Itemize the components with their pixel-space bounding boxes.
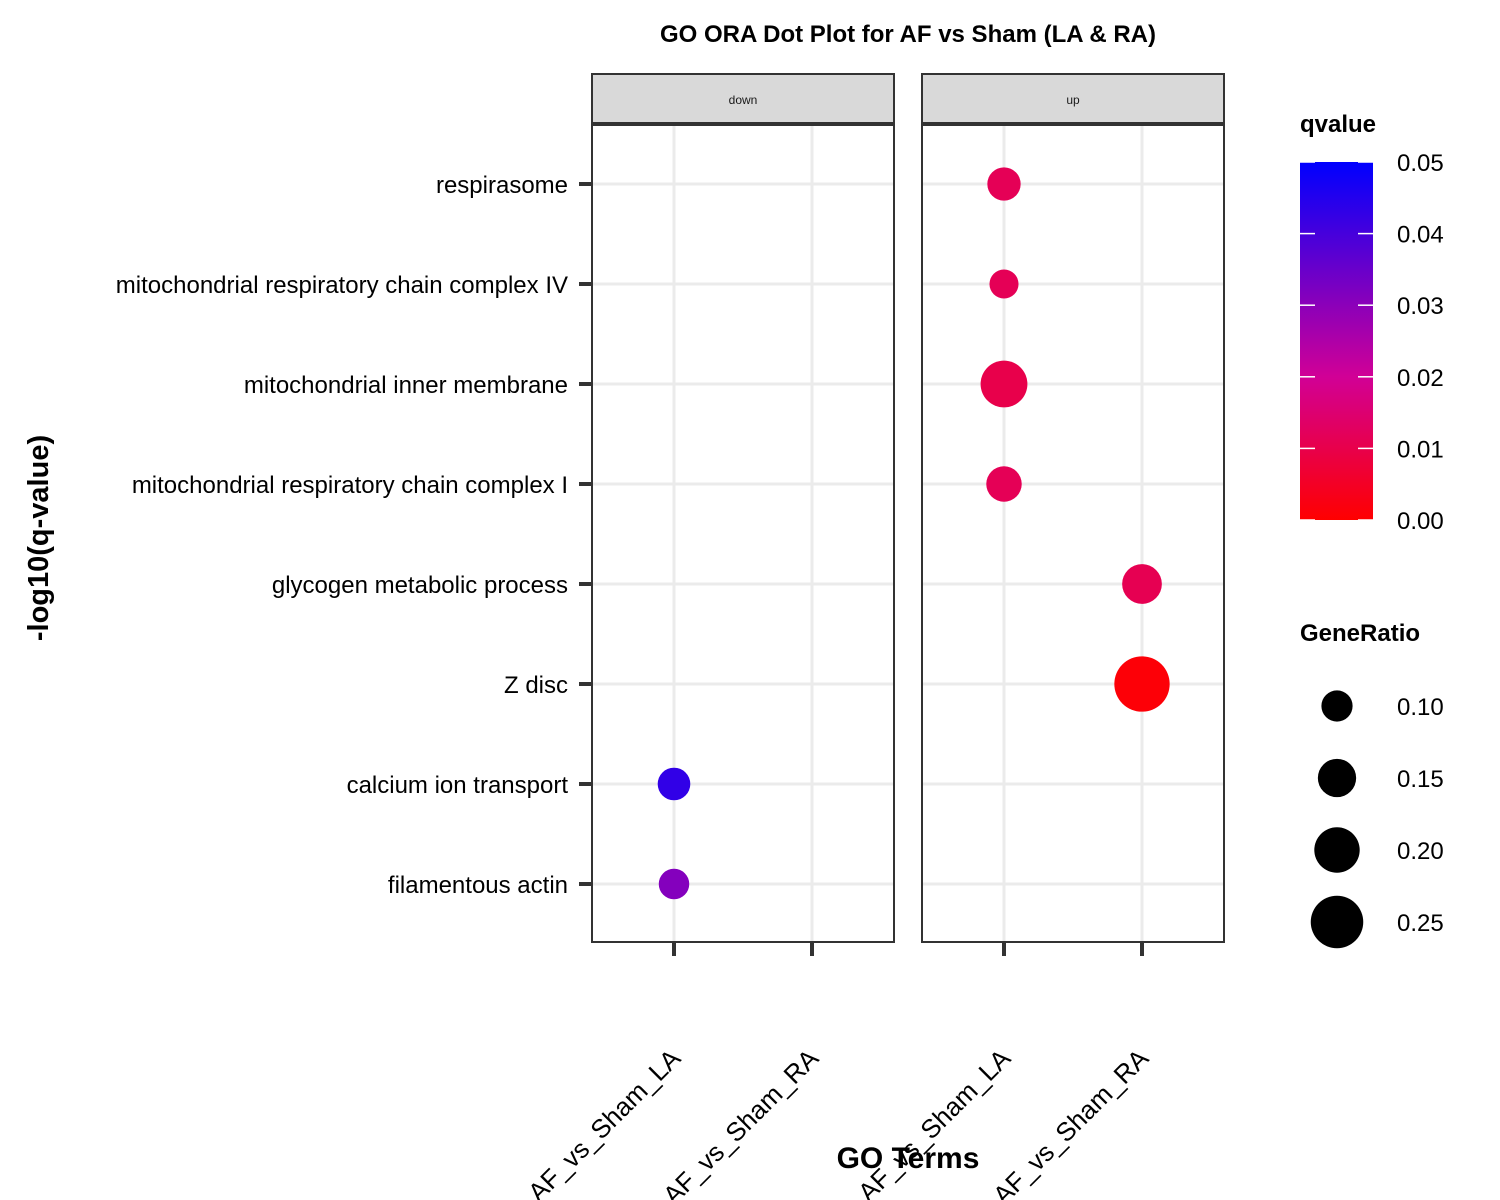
- size-legend-dot: [1321, 690, 1353, 722]
- y-tick-label: Z disc: [504, 672, 568, 699]
- data-point: [658, 868, 690, 900]
- facet-panels: down up: [591, 73, 1225, 943]
- x-tick-label: AF_vs_Sham_LA: [522, 1043, 687, 1200]
- facet-strip-label-up: up: [1066, 93, 1080, 107]
- qvalue-legend-title: qvalue: [1300, 111, 1376, 138]
- y-axis: respirasome mitochondrial respiratory cha…: [116, 172, 591, 899]
- y-tick-label: glycogen metabolic process: [272, 572, 568, 599]
- gene-ratio-legend-title: GeneRatio: [1300, 620, 1420, 647]
- data-point: [986, 466, 1022, 502]
- y-tick-label: filamentous actin: [388, 872, 568, 899]
- data-point: [657, 767, 691, 801]
- data-point: [987, 167, 1021, 201]
- colorbar-tick-label: 0.03: [1397, 293, 1444, 320]
- colorbar-tick-label: 0.02: [1397, 365, 1444, 392]
- facet-panel-up: up: [921, 73, 1225, 943]
- data-point: [980, 360, 1028, 408]
- qvalue-legend: qvalue 0.05 0.04 0.03 0.02 0.01 0.00: [1300, 111, 1444, 535]
- colorbar-tick-label: 0.04: [1397, 222, 1444, 249]
- panel-background-up: [922, 124, 1224, 942]
- colorbar-tick-label: 0.00: [1397, 508, 1444, 535]
- colorbar-tick-label: 0.05: [1397, 150, 1444, 177]
- size-legend-label: 0.10: [1397, 694, 1444, 721]
- panel-background-down: [592, 124, 894, 942]
- size-legend-label: 0.25: [1397, 910, 1444, 937]
- data-point: [1122, 564, 1162, 604]
- colorbar-tick-label: 0.01: [1397, 436, 1444, 463]
- chart-title: GO ORA Dot Plot for AF vs Sham (LA & RA): [660, 21, 1156, 48]
- size-legend-dot: [1317, 758, 1357, 798]
- y-axis-title: -log10(q-value): [23, 435, 55, 641]
- qvalue-colorbar: [1300, 162, 1373, 520]
- x-axis-title: GO Terms: [837, 1142, 980, 1175]
- y-tick-label: mitochondrial inner membrane: [244, 372, 568, 399]
- y-tick-label: calcium ion transport: [347, 772, 569, 799]
- size-legend-dot: [1310, 895, 1364, 949]
- y-tick-label: mitochondrial respiratory chain complex …: [116, 272, 568, 299]
- y-tick-label: mitochondrial respiratory chain complex …: [132, 472, 568, 499]
- size-legend-dot: [1314, 827, 1360, 873]
- facet-strip-down: [591, 73, 895, 125]
- facet-strip-label-down: down: [729, 93, 758, 107]
- x-tick-label: AF_vs_Sham_LA: [852, 1043, 1017, 1200]
- gene-ratio-legend: GeneRatio 0.10 0.15 0.20 0.25: [1300, 620, 1444, 949]
- y-tick-label: respirasome: [436, 172, 568, 199]
- data-point: [989, 269, 1019, 299]
- facet-strip-up: [921, 73, 1225, 125]
- size-legend-label: 0.20: [1397, 838, 1444, 865]
- facet-panel-down: down: [591, 73, 895, 943]
- size-legend-label: 0.15: [1397, 766, 1444, 793]
- data-point: [1114, 656, 1170, 712]
